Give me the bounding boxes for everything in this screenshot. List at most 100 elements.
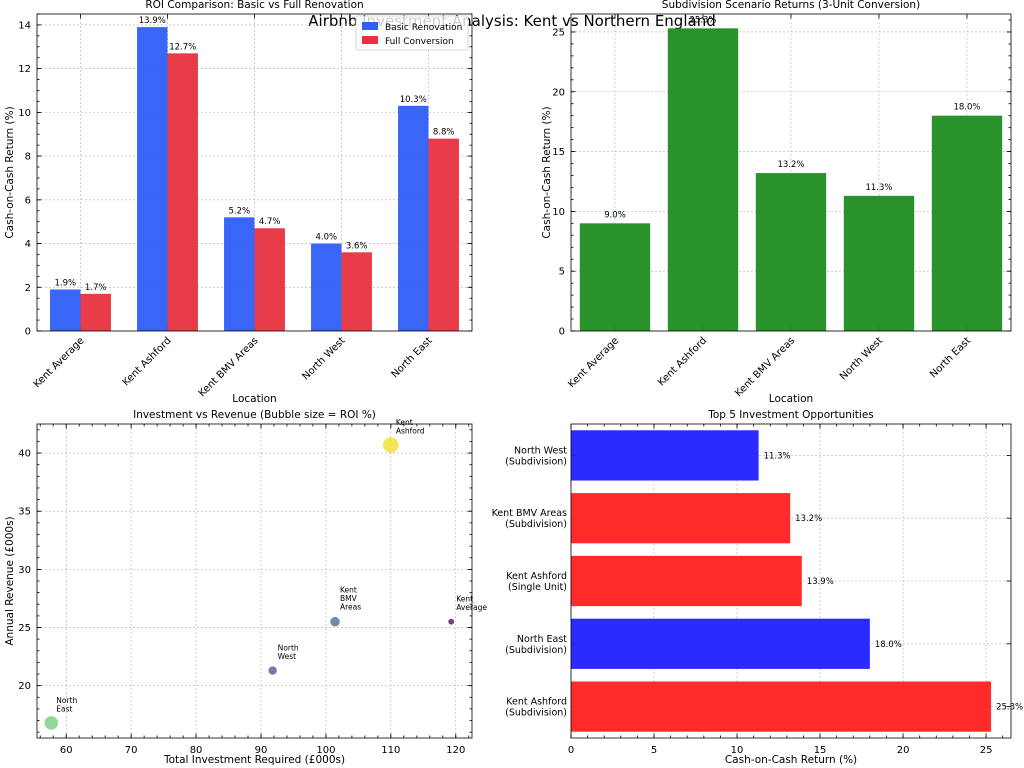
bar-value-label: 13.2% [795, 514, 822, 524]
subdivision-returns-chart: 0 5 10 15 20 25 Kent Average Kent Ashford Kent B… [541, 0, 1012, 405]
bar [428, 138, 459, 331]
bar-value-label: 4.7% [259, 217, 281, 227]
y-tick-label: 14 [18, 20, 31, 31]
y-tick-label: 0 [25, 327, 31, 338]
bar-value-label: 4.0% [315, 233, 337, 243]
x-tick-label: North West [300, 335, 347, 382]
bar [50, 289, 81, 331]
x-tick-label: Kent Ashford [656, 335, 709, 388]
bar-value-label: 13.9% [807, 577, 834, 587]
bubble-label: Kent BMV Areas [340, 586, 361, 612]
y-tick-label: North West (Subdivision) [505, 445, 567, 467]
bar [755, 173, 827, 331]
x-tick-label: 110 [381, 745, 400, 756]
bar-value-label: 1.9% [54, 278, 76, 288]
y-tick-label: 35 [18, 507, 31, 518]
bar [571, 555, 802, 607]
x-tick-label: North West [838, 335, 885, 382]
bar-value-label: 13.2% [777, 160, 804, 170]
y-tick-label: 12 [18, 64, 31, 75]
y-tick-label: 8 [25, 152, 31, 163]
bar [571, 618, 870, 669]
x-tick-label: Kent BMV Areas [197, 335, 261, 399]
y-tick-label: 10 [552, 207, 565, 218]
x-tick-label: 120 [446, 745, 465, 756]
bar-value-label: 9.0% [604, 210, 626, 220]
bubble-label: Kent Ashford [396, 418, 425, 436]
legend-label: Full Conversion [385, 37, 454, 47]
bar [137, 27, 168, 331]
bar-value-label: 11.3% [764, 451, 791, 461]
bar-value-label: 25.3% [996, 703, 1023, 713]
bar-value-label: 13.9% [139, 16, 166, 26]
x-tick-label: 5 [651, 745, 657, 756]
x-tick-label: 25 [980, 745, 993, 756]
bar-value-label: 1.7% [85, 283, 107, 293]
bar [571, 681, 992, 732]
bar [224, 217, 255, 331]
axes-frame [570, 423, 1012, 739]
legend-swatch [362, 36, 378, 44]
y-tick-label: 0 [559, 327, 565, 338]
bubble-label: North West [278, 644, 299, 662]
bar [254, 228, 285, 331]
bar [398, 105, 429, 332]
top-5-opportunities-chart: 0 5 10 15 20 25 25.3% Kent Ashford (Subdivision)… [492, 409, 1024, 766]
bubble [44, 716, 59, 730]
x-tick-label: 20 [897, 745, 910, 756]
bar [167, 53, 198, 332]
y-tick-label: 10 [18, 108, 31, 119]
y-tick-label: 20 [552, 87, 565, 98]
y-tick-label: North East (Subdivision) [505, 634, 567, 656]
x-tick-label: 10 [731, 745, 744, 756]
y-axis-label: Cash-on-Cash Return (%) [4, 106, 16, 238]
chart-title: ROI Comparison: Basic vs Full Renovation [145, 0, 363, 11]
x-tick-label: 15 [814, 745, 827, 756]
chart-title: Investment vs Revenue (Bubble size = ROI… [133, 409, 376, 421]
bar [931, 115, 1003, 331]
x-tick-label: Kent Ashford [121, 335, 174, 388]
legend-label: Basic Renovation [385, 23, 462, 33]
x-tick-label: Kent Average [32, 335, 87, 390]
bar [571, 430, 759, 481]
bubble [448, 618, 455, 625]
y-tick-label: 40 [18, 449, 31, 460]
bubble-label: North East [56, 696, 77, 714]
x-axis-label: Cash-on-Cash Return (%) [725, 754, 857, 766]
y-axis-label: Annual Revenue (£000s) [4, 516, 16, 645]
legend-box [355, 15, 469, 51]
bar [80, 293, 111, 331]
y-tick-label: 2 [25, 283, 31, 294]
legend: Basic Renovation Full Conversion [355, 15, 469, 51]
bubble [330, 616, 340, 627]
x-axis-label: Location [232, 393, 276, 405]
bar-value-label: 18.0% [875, 640, 902, 650]
x-axis-label: Location [769, 393, 813, 405]
x-tick-label: 70 [125, 745, 138, 756]
x-tick-label: North East [390, 335, 435, 380]
x-tick-label: 0 [568, 745, 574, 756]
roi-comparison-chart: 0 2 4 6 8 10 12 14 Kent Average Kent Ashford Kent … [4, 0, 473, 405]
y-tick-label: 6 [25, 195, 31, 206]
axes-frame [36, 13, 473, 332]
bar [579, 223, 651, 331]
x-tick-label: 60 [60, 745, 73, 756]
bar [667, 28, 739, 332]
bar-value-label: 12.7% [169, 42, 196, 52]
bar [571, 493, 791, 544]
bar-value-label: 25.3% [689, 15, 716, 25]
y-tick-label: 25 [552, 27, 565, 38]
chart-title: Subdivision Scenario Returns (3-Unit Con… [662, 0, 920, 11]
bar [843, 195, 915, 331]
chart-title: Top 5 Investment Opportunities [707, 409, 874, 421]
axes-frame [36, 423, 473, 739]
bar-value-label: 5.2% [228, 206, 250, 216]
y-tick-label: Kent Ashford (Single Unit) [506, 571, 567, 593]
y-tick-label: Kent Ashford (Subdivision) [505, 697, 567, 719]
y-tick-label: Kent BMV Areas (Subdivision) [492, 508, 567, 530]
x-tick-label: North East [928, 335, 973, 380]
x-tick-label: 100 [316, 745, 335, 756]
x-tick-label: 90 [255, 745, 268, 756]
bar [311, 243, 342, 331]
